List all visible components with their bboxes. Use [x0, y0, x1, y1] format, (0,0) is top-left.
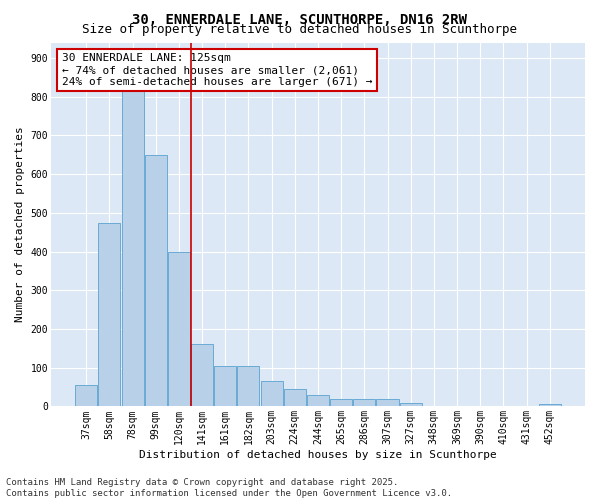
Bar	[191, 344, 213, 406]
Bar	[284, 389, 306, 406]
Bar	[307, 395, 329, 406]
Text: 30 ENNERDALE LANE: 125sqm
← 74% of detached houses are smaller (2,061)
24% of se: 30 ENNERDALE LANE: 125sqm ← 74% of detac…	[62, 54, 372, 86]
X-axis label: Distribution of detached houses by size in Scunthorpe: Distribution of detached houses by size …	[139, 450, 497, 460]
Bar	[122, 81, 143, 406]
Bar	[400, 402, 422, 406]
Bar	[353, 400, 376, 406]
Bar	[238, 366, 259, 406]
Text: 30, ENNERDALE LANE, SCUNTHORPE, DN16 2RW: 30, ENNERDALE LANE, SCUNTHORPE, DN16 2RW	[133, 12, 467, 26]
Bar	[376, 400, 398, 406]
Bar	[214, 366, 236, 406]
Bar	[330, 398, 352, 406]
Bar	[98, 222, 121, 406]
Bar	[145, 155, 167, 406]
Bar	[75, 385, 97, 406]
Bar	[539, 404, 561, 406]
Y-axis label: Number of detached properties: Number of detached properties	[15, 126, 25, 322]
Bar	[260, 382, 283, 406]
Text: Size of property relative to detached houses in Scunthorpe: Size of property relative to detached ho…	[83, 22, 517, 36]
Text: Contains HM Land Registry data © Crown copyright and database right 2025.
Contai: Contains HM Land Registry data © Crown c…	[6, 478, 452, 498]
Bar	[168, 252, 190, 406]
